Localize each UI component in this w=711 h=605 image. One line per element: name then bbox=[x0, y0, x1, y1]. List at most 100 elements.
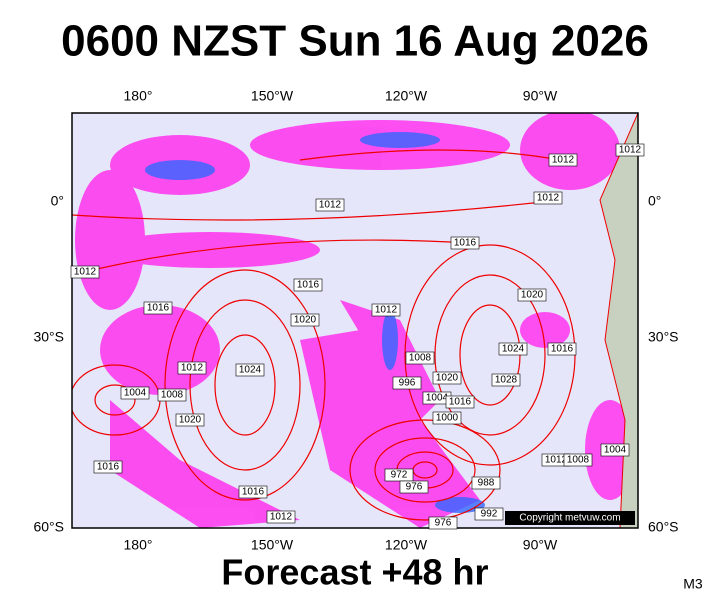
isobar-label-box bbox=[143, 301, 173, 315]
isobar-label-text: 1012 bbox=[537, 193, 560, 204]
isobar-label-box bbox=[405, 351, 435, 365]
lat-label-left: 0° bbox=[51, 193, 64, 209]
isobar-label-box bbox=[371, 303, 401, 317]
isobar-label: 972 bbox=[384, 468, 414, 482]
isobar-label: 1028 bbox=[491, 373, 521, 387]
copyright-box bbox=[505, 511, 635, 525]
heavy-precipitation bbox=[145, 132, 485, 513]
isobar-label: 1016 bbox=[450, 236, 480, 250]
isobar-label-box bbox=[93, 460, 123, 474]
isobar-label: 1012 bbox=[615, 143, 645, 157]
forecast-caption: Forecast +48 hr bbox=[221, 552, 488, 593]
isobar-label-text: 1024 bbox=[502, 344, 525, 355]
isobar-label-text: 1016 bbox=[551, 344, 574, 355]
map-frame bbox=[71, 112, 639, 529]
copyright: Copyright metvuw.com bbox=[519, 513, 620, 524]
isobar-label-text: 988 bbox=[478, 478, 495, 489]
isobar-label-text: 1028 bbox=[495, 375, 518, 386]
isobar-label-text: 1016 bbox=[449, 397, 472, 408]
isobar-label-box bbox=[428, 516, 458, 530]
isobar-label-box bbox=[450, 236, 480, 250]
isobar-label: 1016 bbox=[547, 342, 577, 356]
isobar-label-box bbox=[290, 313, 320, 327]
lat-label-left: 60°S bbox=[33, 519, 64, 535]
isobar-label-box bbox=[432, 371, 462, 385]
isobar-label-text: 1004 bbox=[124, 388, 147, 399]
isobar-label-text: 1012 bbox=[181, 363, 204, 374]
isobar-label-box bbox=[399, 480, 429, 494]
isobar-label: 1016 bbox=[293, 278, 323, 292]
isobar-label-box bbox=[563, 453, 593, 467]
isobar-label-box bbox=[315, 198, 345, 212]
south-america bbox=[599, 113, 638, 528]
lon-label-top: 90°W bbox=[523, 88, 558, 104]
model-label: M3 bbox=[683, 576, 703, 592]
isobar-label: 1016 bbox=[93, 460, 123, 474]
lon-label-top: 120°W bbox=[385, 88, 428, 104]
isobar-label-box bbox=[293, 278, 323, 292]
isobar-label-box bbox=[445, 395, 475, 409]
lon-label-top: 180° bbox=[124, 88, 153, 104]
isobar-label-box bbox=[70, 265, 100, 279]
isobar-label-text: 1016 bbox=[242, 487, 265, 498]
lon-label-bottom: 120°W bbox=[385, 537, 428, 553]
isobar-label-box bbox=[615, 143, 645, 157]
isobar-label: 1004 bbox=[600, 443, 630, 457]
isobar-label-text: 976 bbox=[406, 482, 423, 493]
lon-label-bottom: 150°W bbox=[251, 537, 294, 553]
lat-label-left: 30°S bbox=[33, 329, 64, 345]
isobar-label: 1012 bbox=[177, 361, 207, 375]
isobar-label: 992 bbox=[474, 507, 504, 521]
isobar-label: 1008 bbox=[157, 388, 187, 402]
isobar-label-box bbox=[175, 413, 205, 427]
lat-label-right: 60°S bbox=[648, 519, 679, 535]
isobar-label-text: 1012 bbox=[319, 200, 342, 211]
isobar-label-text: 1012 bbox=[552, 155, 575, 166]
isobar-label: 976 bbox=[399, 480, 429, 494]
isobar-label-text: 972 bbox=[391, 470, 408, 481]
map-area: Copyright metvuw.com bbox=[72, 113, 638, 528]
isobar-label-box bbox=[235, 363, 265, 377]
isobar-label-box bbox=[432, 411, 462, 425]
isobar-label-text: 992 bbox=[481, 509, 498, 520]
isobar-label-text: 1004 bbox=[604, 445, 627, 456]
isobar-label: 1000 bbox=[432, 411, 462, 425]
isobar-label-text: 1012 bbox=[375, 305, 398, 316]
isobar-label-box bbox=[517, 288, 547, 302]
isobar-label: 1012 bbox=[371, 303, 401, 317]
isobar-label: 1016 bbox=[238, 485, 268, 499]
isobar-label-text: 1012 bbox=[74, 267, 97, 278]
isobar-label-text: 1012 bbox=[545, 455, 568, 466]
isobar-label-box bbox=[491, 373, 521, 387]
title: 0600 NZST Sun 16 Aug 2026 bbox=[61, 17, 649, 66]
isobar-label-text: 1024 bbox=[239, 365, 262, 376]
isobar-label-box bbox=[238, 485, 268, 499]
isobar-label-text: 1020 bbox=[294, 315, 317, 326]
lon-label-top: 150°W bbox=[251, 88, 294, 104]
isobar-label: 976 bbox=[428, 516, 458, 530]
isobar-label-text: 1016 bbox=[97, 462, 120, 473]
isobar-label-text: 1008 bbox=[567, 455, 590, 466]
isobar-label-text: 976 bbox=[435, 518, 452, 529]
isobar-label: 1012 bbox=[266, 510, 296, 524]
isobar-label-box bbox=[548, 153, 578, 167]
isobar-label-text: 1016 bbox=[454, 238, 477, 249]
isobar-label-text: 1016 bbox=[297, 280, 320, 291]
isobar-label-text: 1012 bbox=[270, 512, 293, 523]
isobar-label-text: 1008 bbox=[161, 390, 184, 401]
lon-label-bottom: 180° bbox=[124, 537, 153, 553]
isobar-label: 1020 bbox=[290, 313, 320, 327]
isobar-label: 1016 bbox=[445, 395, 475, 409]
lat-label-right: 0° bbox=[648, 193, 661, 209]
isobar-label: 1020 bbox=[517, 288, 547, 302]
isobar-label: 1020 bbox=[432, 371, 462, 385]
isobar-label-box bbox=[474, 507, 504, 521]
isobar-label-box bbox=[120, 386, 150, 400]
isobar-label-box bbox=[498, 342, 528, 356]
isobar-label: 1012 bbox=[533, 191, 563, 205]
isobar-label-box bbox=[471, 476, 501, 490]
isobar-label-box bbox=[177, 361, 207, 375]
isobar-label-box bbox=[547, 342, 577, 356]
